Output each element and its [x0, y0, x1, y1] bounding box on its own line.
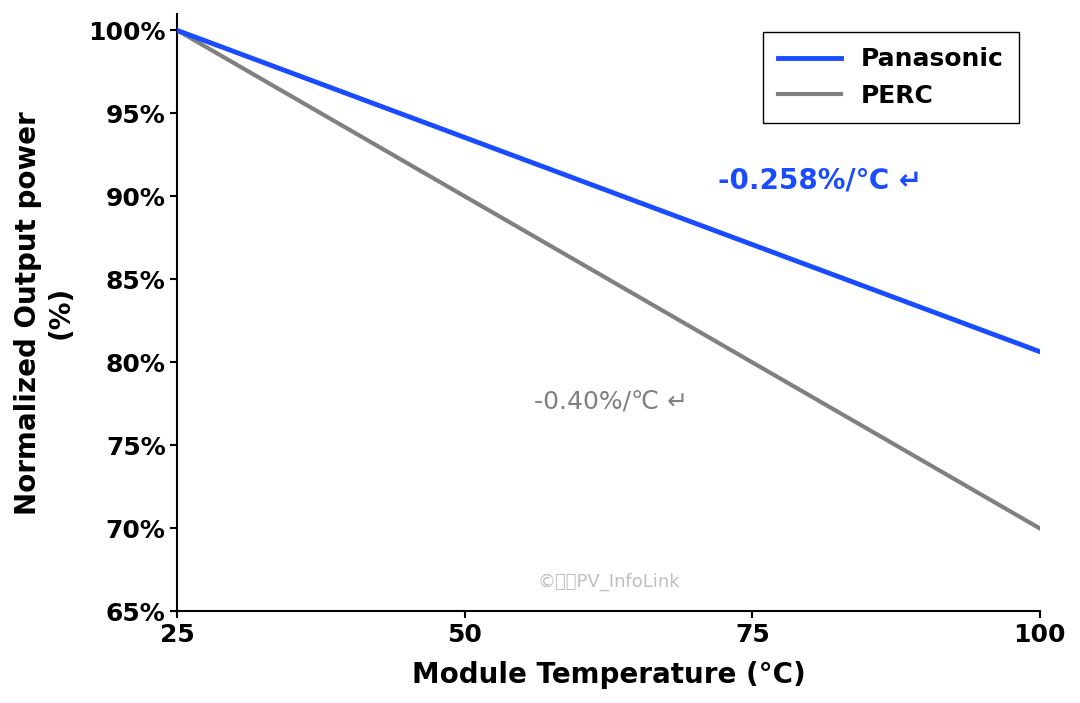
Legend: Panasonic, PERC: Panasonic, PERC — [764, 32, 1018, 123]
Text: -0.258%/℃ ↵: -0.258%/℃ ↵ — [718, 166, 922, 194]
X-axis label: Module Temperature (°C): Module Temperature (°C) — [411, 661, 806, 689]
Text: -0.40%/℃ ↵: -0.40%/℃ ↵ — [534, 390, 688, 414]
Y-axis label: Normalized Output power
(%): Normalized Output power (%) — [14, 111, 75, 515]
Text: ©非常PV_InfoLink: ©非常PV_InfoLink — [538, 572, 680, 591]
